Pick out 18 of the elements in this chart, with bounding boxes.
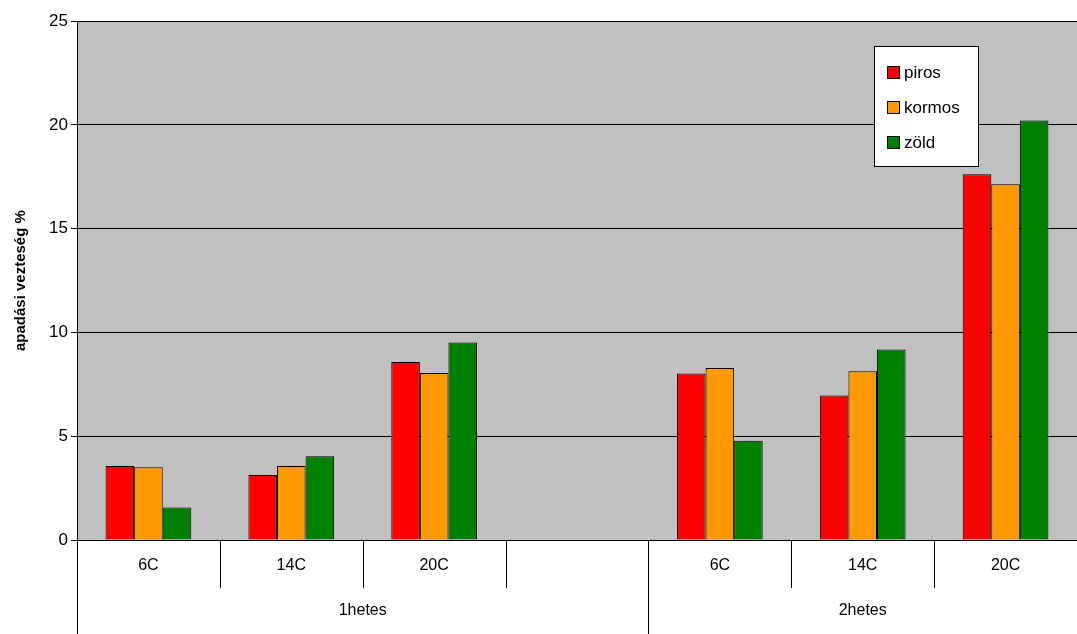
y-tick-label: 25: [49, 10, 68, 30]
legend-label: zöld: [904, 132, 936, 153]
y-axis-title: apadási vezteség %: [11, 210, 29, 352]
text: 1hetes: [338, 601, 387, 619]
y-tick-label: 10: [49, 322, 68, 342]
x-tick-label: 20C: [419, 556, 449, 574]
x-tick-label: 6C: [709, 556, 731, 574]
text: 2hetes: [838, 601, 887, 619]
legend-label: kormos: [904, 97, 960, 118]
y-tick-label: 15: [49, 218, 68, 238]
y-tick-label: 5: [58, 425, 68, 445]
x-tick-label: 14C: [276, 556, 306, 574]
y-tick-label: 20: [49, 114, 68, 134]
legend-label: piros: [904, 62, 941, 83]
x-tick-label: 20C: [990, 556, 1021, 574]
x-tick-label: 6C: [138, 556, 159, 574]
y-tick-label: 0: [58, 529, 68, 549]
x-tick-label: 14C: [848, 556, 878, 574]
